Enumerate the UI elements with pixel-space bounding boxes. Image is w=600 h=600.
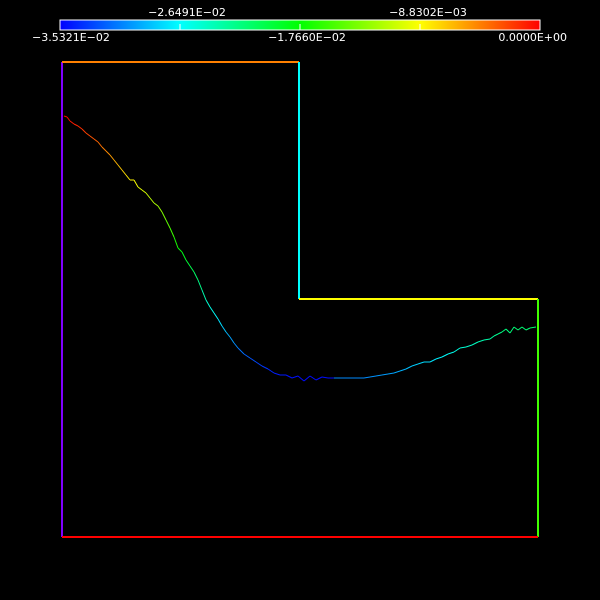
contour-segment [363,376,371,379]
contour-segment [165,219,171,229]
contour-segment [509,326,515,334]
contour-segment [453,347,461,353]
contour-segment [173,236,179,249]
contour-segment [189,265,195,273]
contour-segment [181,251,187,261]
contour-segment [221,325,227,333]
contour-segment [393,370,401,374]
contour-segment [405,365,413,370]
contour-segment [169,227,175,238]
contour-segment [273,372,281,376]
contour-segment [77,125,83,130]
colorbar-label-bottom-mid: −1.7660E−02 [268,31,346,44]
contour-segment [477,339,485,343]
contour-segment [471,341,479,346]
contour-segment [309,375,317,381]
contour-segment [66,116,71,122]
contour-segment [145,192,151,199]
contour-segment [417,361,425,365]
contour-segment [63,115,68,118]
contour-segment [89,135,95,140]
contour-segment [233,342,239,349]
contour-segment [285,374,293,379]
contour-segment [81,128,87,134]
contour-segment [465,344,473,348]
contour-segment [493,333,499,337]
contour-segment [117,164,123,171]
contour-segment [97,141,103,148]
contour-segment [369,375,377,378]
contour-segment [93,138,99,143]
contour-segment [267,368,275,374]
contour-segment [217,318,223,327]
contour-segment [321,376,329,379]
contour-segment [399,368,407,372]
contour-segment [185,259,191,267]
contour-segment [261,365,269,370]
contour-segment [101,146,107,152]
colorbar-label-top-2: −8.8302E−03 [389,6,467,19]
contour-segment [249,357,257,363]
contour-segment [291,375,299,379]
contour-segment [521,326,527,331]
contour-segment [303,375,311,382]
contour-segment [105,150,111,156]
contour-segment [209,306,215,314]
contour-segment [153,202,159,207]
contour-segment [375,374,383,377]
contour-segment [137,186,143,191]
contour-segment [73,123,79,127]
colorbar-label-bottom-min: −3.5321E−02 [32,31,110,44]
contour-segment [255,361,263,367]
contour-segment [447,351,455,355]
contour-segment [121,169,127,176]
contour-segment [483,338,491,341]
contour-segment [489,335,495,340]
contour-segment [201,289,207,301]
contour-segment [157,205,163,213]
contour-segment [69,120,75,125]
contour-segment [297,375,305,382]
contour-segment [429,358,437,363]
contour-segment [177,247,183,253]
contour-segment [85,132,91,137]
contour-segment [387,372,395,375]
contour-segment [213,312,219,320]
contour-segment [225,331,231,338]
contour-segment [513,326,519,331]
contour-segment [133,179,139,188]
contour-segment [205,299,211,308]
colorbar-label-top-1: −2.6491E−02 [148,6,226,19]
contour-segment [411,363,419,367]
contour-segment [441,353,449,358]
contour-segment [525,327,531,331]
contour-segment [197,279,203,291]
contour-segment [529,326,537,329]
contour-segment [141,189,147,194]
contour-segment [315,376,323,381]
contour-segment [161,211,167,221]
contour-segment [113,159,119,166]
contour-segment [149,197,155,204]
contour-curve [63,115,537,382]
contour-segment [193,271,199,281]
contour-segment [501,328,507,333]
colorbar-label-bottom-max: 0.0000E+00 [498,31,567,44]
contour-segment [381,373,389,376]
colorbar: −2.6491E−02 −8.8302E−03 −3.5321E−02 −1.7… [32,6,567,44]
contour-segment [109,154,115,161]
contour-segment [517,326,523,331]
contour-segment [229,336,235,344]
contour-segment [435,356,443,360]
domain-outline [61,61,539,538]
contour-segment [243,353,251,359]
contour-segment [125,174,131,181]
contour-segment [459,346,467,349]
contour-segment [237,347,245,355]
contour-segment [497,331,503,335]
contour-segment [505,328,511,334]
